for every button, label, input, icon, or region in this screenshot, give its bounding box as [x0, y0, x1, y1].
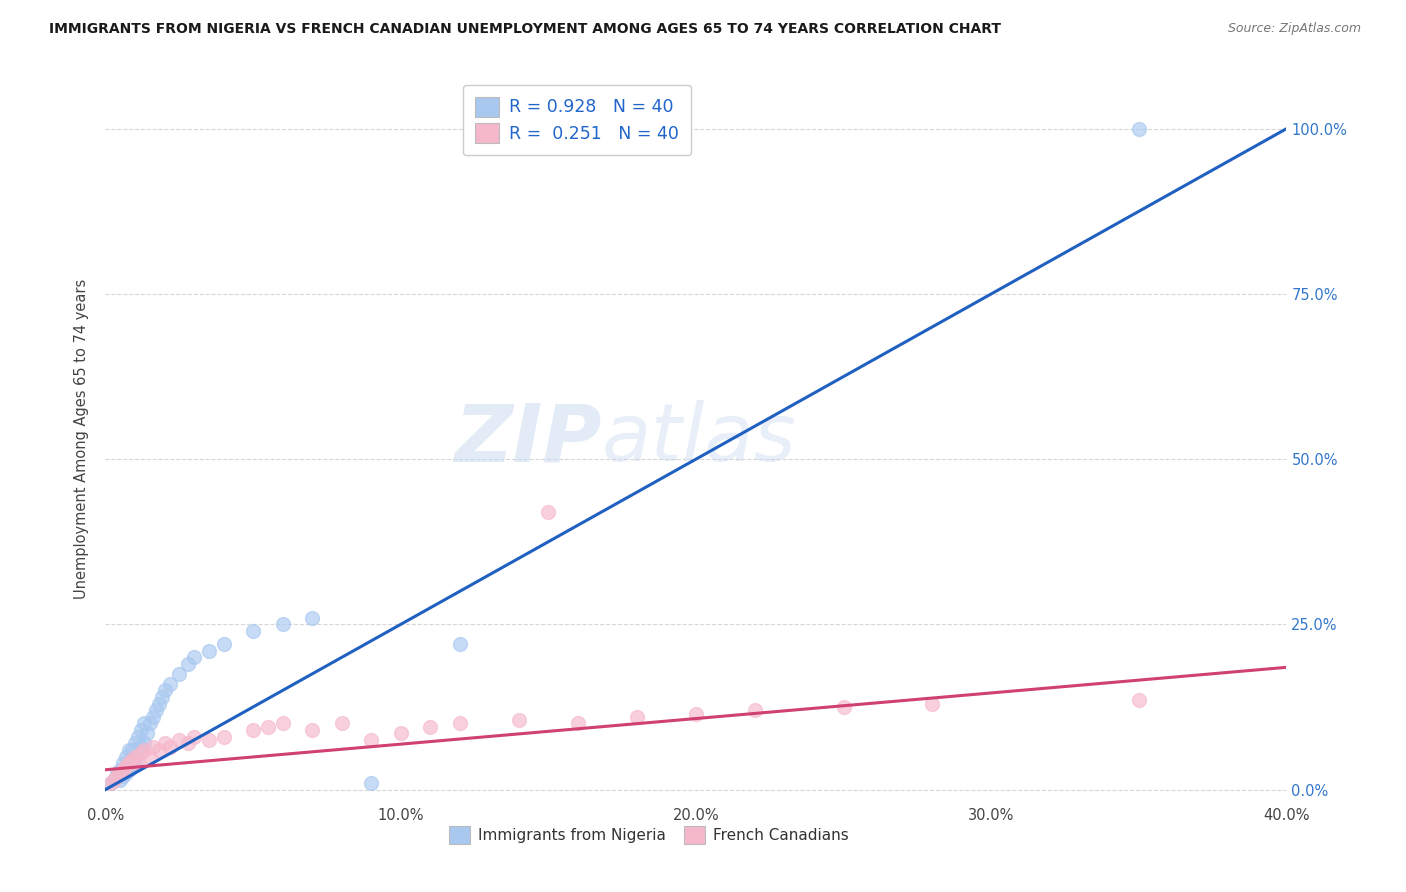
Point: [129, 723, 152, 737]
Point: [150, 690, 173, 704]
Point: [124, 749, 146, 764]
Point: [112, 769, 135, 783]
Point: [112, 763, 135, 777]
Text: IMMIGRANTS FROM NIGERIA VS FRENCH CANADIAN UNEMPLOYMENT AMONG AGES 65 TO 74 YEAR: IMMIGRANTS FROM NIGERIA VS FRENCH CANADI…: [49, 22, 1001, 37]
Point: [177, 736, 200, 750]
Point: [159, 677, 181, 691]
Point: [212, 637, 235, 651]
Point: [121, 759, 143, 773]
Point: [330, 716, 353, 731]
Point: [567, 716, 589, 731]
Point: [105, 769, 128, 783]
Text: ZIP: ZIP: [454, 401, 602, 478]
Point: [138, 716, 162, 731]
Point: [127, 756, 149, 771]
Point: [145, 703, 167, 717]
Point: [115, 749, 138, 764]
Point: [169, 733, 191, 747]
Point: [100, 776, 122, 790]
Point: [183, 730, 205, 744]
Point: [271, 716, 294, 731]
Point: [301, 611, 323, 625]
Point: [360, 733, 382, 747]
Point: [112, 756, 135, 771]
Point: [153, 683, 176, 698]
Point: [110, 766, 132, 780]
Point: [124, 756, 146, 771]
Point: [121, 743, 143, 757]
Point: [118, 743, 141, 757]
Text: atlas: atlas: [602, 401, 796, 478]
Point: [257, 720, 280, 734]
Point: [135, 726, 157, 740]
Point: [360, 776, 382, 790]
Point: [115, 759, 138, 773]
Point: [242, 723, 264, 737]
Point: [105, 766, 128, 780]
Point: [129, 746, 152, 760]
Point: [449, 716, 471, 731]
Point: [118, 763, 141, 777]
Point: [103, 772, 125, 787]
Point: [138, 749, 162, 764]
Point: [105, 769, 128, 783]
Point: [537, 505, 560, 519]
Point: [508, 713, 530, 727]
Legend: Immigrants from Nigeria, French Canadians: Immigrants from Nigeria, French Canadian…: [443, 820, 855, 850]
Point: [118, 756, 141, 771]
Point: [212, 730, 235, 744]
Point: [389, 726, 412, 740]
Point: [103, 772, 125, 787]
Point: [148, 697, 170, 711]
Point: [127, 730, 149, 744]
Point: [177, 657, 200, 671]
Point: [115, 766, 138, 780]
Point: [142, 739, 165, 754]
Point: [685, 706, 707, 721]
Point: [271, 617, 294, 632]
Point: [1128, 121, 1150, 136]
Point: [183, 650, 205, 665]
Point: [921, 697, 943, 711]
Point: [626, 710, 648, 724]
Point: [132, 736, 155, 750]
Point: [110, 772, 132, 787]
Point: [242, 624, 264, 638]
Y-axis label: Unemployment Among Ages 65 to 74 years: Unemployment Among Ages 65 to 74 years: [75, 279, 90, 599]
Point: [124, 736, 146, 750]
Point: [832, 700, 855, 714]
Point: [132, 716, 155, 731]
Point: [419, 720, 441, 734]
Point: [301, 723, 323, 737]
Point: [744, 703, 766, 717]
Point: [197, 644, 219, 658]
Point: [142, 710, 165, 724]
Point: [129, 739, 152, 754]
Point: [148, 743, 170, 757]
Point: [449, 637, 471, 651]
Point: [159, 739, 181, 754]
Point: [132, 743, 155, 757]
Point: [197, 733, 219, 747]
Point: [169, 667, 191, 681]
Point: [121, 753, 143, 767]
Point: [1128, 693, 1150, 707]
Point: [110, 763, 132, 777]
Point: [100, 776, 122, 790]
Text: Source: ZipAtlas.com: Source: ZipAtlas.com: [1227, 22, 1361, 36]
Point: [153, 736, 176, 750]
